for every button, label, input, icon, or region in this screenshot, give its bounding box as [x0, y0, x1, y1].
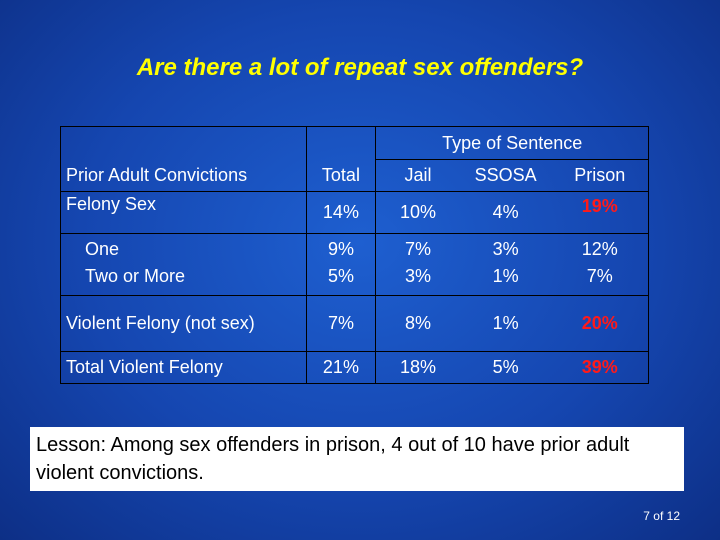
cell-jail: 7% — [375, 233, 460, 266]
cell-prison: 19% — [551, 191, 649, 234]
row-label: One — [60, 233, 306, 266]
cell-prison: 39% — [551, 351, 649, 384]
row-label: Violent Felony (not sex) — [60, 295, 306, 352]
column-header-prior-convictions: Prior Adult Convictions — [60, 159, 306, 192]
row-label: Two or More — [60, 265, 306, 296]
table-row: Two or More 5% 3% 1% 7% — [60, 265, 649, 296]
type-of-sentence-header: Type of Sentence — [375, 126, 649, 160]
column-header-prison: Prison — [551, 159, 649, 192]
cell-ssosa: 1% — [492, 313, 519, 333]
cell-total: 9% — [305, 233, 376, 266]
row-label: Felony Sex — [60, 191, 306, 234]
table-row: Total Violent Felony 21% 18% 5% 39% — [60, 351, 649, 384]
cell-total: 21% — [305, 351, 376, 384]
cell-ssosa: 3% — [492, 239, 519, 260]
cell-total: 5% — [305, 265, 376, 296]
cell-ssosa: 1% — [492, 265, 519, 286]
cell-total: 14% — [305, 191, 376, 234]
page-number: 7 of 12 — [643, 509, 680, 523]
column-header-total: Total — [305, 159, 376, 192]
table-row: One 9% 7% 3% 12% — [60, 233, 649, 266]
cell-prison: 12% — [551, 233, 649, 266]
cell-prison: 7% — [551, 265, 649, 296]
lesson-callout: Lesson: Among sex offenders in prison, 4… — [30, 427, 684, 491]
table-row: Felony Sex 14% 10% 4% 19% — [60, 191, 649, 234]
table-group-header-row: Type of Sentence — [60, 126, 649, 160]
cell-ssosa: 4% — [492, 202, 519, 222]
column-header-ssosa: SSOSA — [459, 159, 552, 192]
cell-ssosa: 5% — [492, 357, 519, 377]
cell-jail: 3% — [375, 265, 460, 296]
cell-prison: 20% — [551, 295, 649, 352]
cell-total: 7% — [305, 295, 376, 352]
row-label: Total Violent Felony — [60, 351, 306, 384]
table-header-row: Prior Adult Convictions Total Jail SSOSA… — [60, 159, 649, 192]
table-row: Violent Felony (not sex) 7% 8% 1% 20% — [60, 295, 649, 352]
cell-jail: 18% — [375, 351, 460, 384]
cell-jail: 10% — [375, 191, 460, 234]
cell-jail: 8% — [375, 295, 460, 352]
slide-title: Are there a lot of repeat sex offenders? — [136, 54, 584, 81]
column-header-jail: Jail — [375, 159, 460, 192]
convictions-table: Type of Sentence Prior Adult Convictions… — [60, 126, 649, 384]
